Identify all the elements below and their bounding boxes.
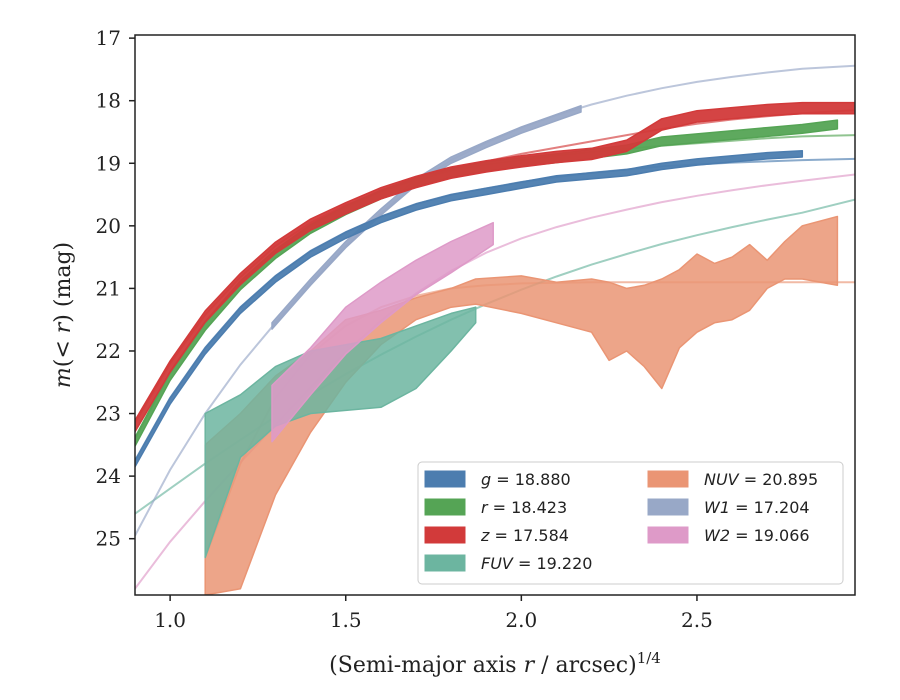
y-tick-label: 20: [96, 214, 121, 238]
y-tick-label: 21: [96, 276, 121, 300]
y-axis: 17 18 19 20 21 22 23 24 25: [96, 26, 135, 551]
legend-label-w1: W1 = 17.204: [704, 498, 810, 517]
y-tick-label: 19: [96, 151, 121, 175]
y-axis-label: m(< r) (mag): [51, 242, 76, 388]
legend: g = 18.880 r = 18.423 z = 17.584 FUV = 19.2…: [417, 461, 844, 585]
x-axis-label: (Semi-major axis r / arcsec)1/4: [329, 649, 661, 678]
legend-label-r: r = 18.423: [481, 498, 567, 517]
legend-swatch-r: [424, 498, 466, 516]
x-tick-label: 1.0: [154, 608, 186, 632]
profile-band-z: [135, 101, 855, 433]
x-tick-label: 2.0: [505, 608, 537, 632]
x-tick-label: 1.5: [330, 608, 362, 632]
y-tick-label: 18: [96, 89, 121, 113]
profile-band-g: [135, 150, 804, 468]
legend-swatch-w1: [647, 498, 689, 516]
y-tick-label: 17: [96, 26, 121, 50]
y-tick-label: 24: [96, 464, 121, 488]
legend-label-z: z = 17.584: [480, 526, 569, 545]
x-tick-label: 2.5: [681, 608, 713, 632]
legend-swatch-nuv: [647, 470, 689, 488]
legend-swatch-w2: [647, 526, 689, 544]
profile-band-nuv: [204, 215, 839, 595]
y-tick-label: 23: [96, 402, 121, 426]
legend-box: [417, 461, 844, 585]
legend-label-nuv: NUV = 20.895: [704, 470, 818, 489]
y-tick-label: 25: [96, 527, 121, 551]
legend-label-w2: W2 = 19.066: [704, 526, 810, 545]
profile-band-w2: [271, 221, 494, 443]
legend-swatch-z: [424, 526, 466, 544]
y-tick-label: 22: [96, 339, 121, 363]
x-axis: 1.0 1.5 2.0 2.5: [154, 595, 713, 632]
profile-band-w1: [271, 104, 582, 330]
legend-label-g: g = 18.880: [481, 470, 571, 489]
legend-label-fuv: FUV = 19.220: [481, 554, 592, 573]
series-layer: [135, 64, 855, 595]
plot-frame: [134, 34, 856, 596]
legend-swatch-fuv: [424, 554, 466, 572]
legend-swatch-g: [424, 470, 466, 488]
